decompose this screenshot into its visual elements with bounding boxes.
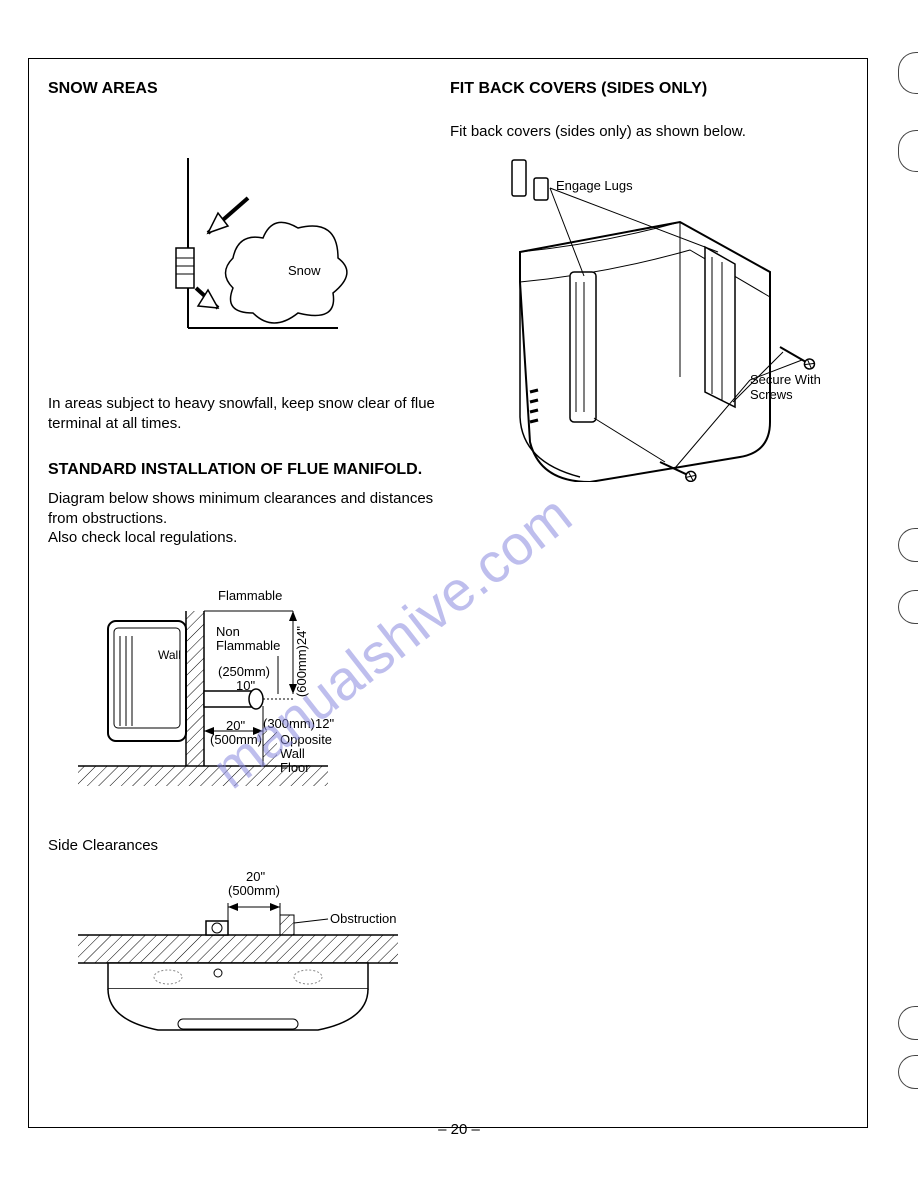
heading-flue-manifold: STANDARD INSTALLATION OF FLUE MANIFOLD. (48, 461, 448, 479)
figure-side-clearances: 20" (500mm) Obstruction (68, 865, 448, 1055)
lbl-secure-2: Screws (750, 387, 793, 402)
heading-snow-areas: SNOW AREAS (48, 80, 448, 98)
figure-snow: Snow (138, 158, 448, 388)
lbl-300: (300mm)12" (263, 716, 334, 731)
lbl-sc-500: (500mm) (228, 883, 280, 898)
right-column: FIT BACK COVERS (SIDES ONLY) Fit back co… (450, 80, 860, 482)
fit-intro: Fit back covers (sides only) as shown be… (450, 122, 860, 142)
lbl-wall2: Wall (280, 746, 305, 761)
back-covers-svg (450, 152, 850, 482)
lbl-20: 20" (226, 718, 245, 733)
lbl-non: Non (216, 624, 240, 639)
lbl-500: (500mm) (210, 732, 262, 747)
page-number: – 20 – (0, 1121, 918, 1138)
lbl-sc-20: 20" (246, 869, 265, 884)
heading-fit-back-covers: FIT BACK COVERS (SIDES ONLY) (450, 80, 860, 98)
binder-hole (898, 52, 918, 94)
lbl-flammable2: Flammable (216, 638, 280, 653)
lbl-250: (250mm) (218, 664, 270, 679)
binder-hole (898, 130, 918, 172)
left-column: SNOW AREAS Snow In areas subject to heav… (48, 80, 448, 1055)
snow-paragraph: In areas subject to heavy snowfall, keep… (48, 394, 448, 433)
figure-clearances: Flammable Non Flammable Wall (250mm) 10"… (48, 576, 448, 806)
lbl-flammable: Flammable (218, 588, 282, 603)
heading-side-clearances: Side Clearances (48, 836, 448, 856)
binder-hole (898, 1006, 918, 1040)
flue-paragraph-2: Also check local regulations. (48, 528, 448, 548)
lbl-obstruction: Obstruction (330, 911, 396, 926)
label-snow: Snow (288, 263, 321, 278)
figure-back-covers: Engage Lugs Secure With Screws (450, 152, 860, 482)
lbl-engage-lugs: Engage Lugs (556, 178, 633, 193)
lbl-wall: Wall (158, 648, 181, 662)
lbl-floor: Floor (280, 760, 310, 775)
binder-hole (898, 1055, 918, 1089)
snow-diagram-svg (138, 158, 398, 358)
binder-hole (898, 590, 918, 624)
flue-paragraph-1: Diagram below shows minimum clearances a… (48, 489, 448, 528)
lbl-10: 10" (236, 678, 255, 693)
clearances-svg (48, 576, 388, 806)
lbl-secure-1: Secure With (750, 372, 821, 387)
binder-hole (898, 528, 918, 562)
lbl-600: (600mm)24" (294, 626, 309, 697)
lbl-opposite: Opposite (280, 732, 332, 747)
